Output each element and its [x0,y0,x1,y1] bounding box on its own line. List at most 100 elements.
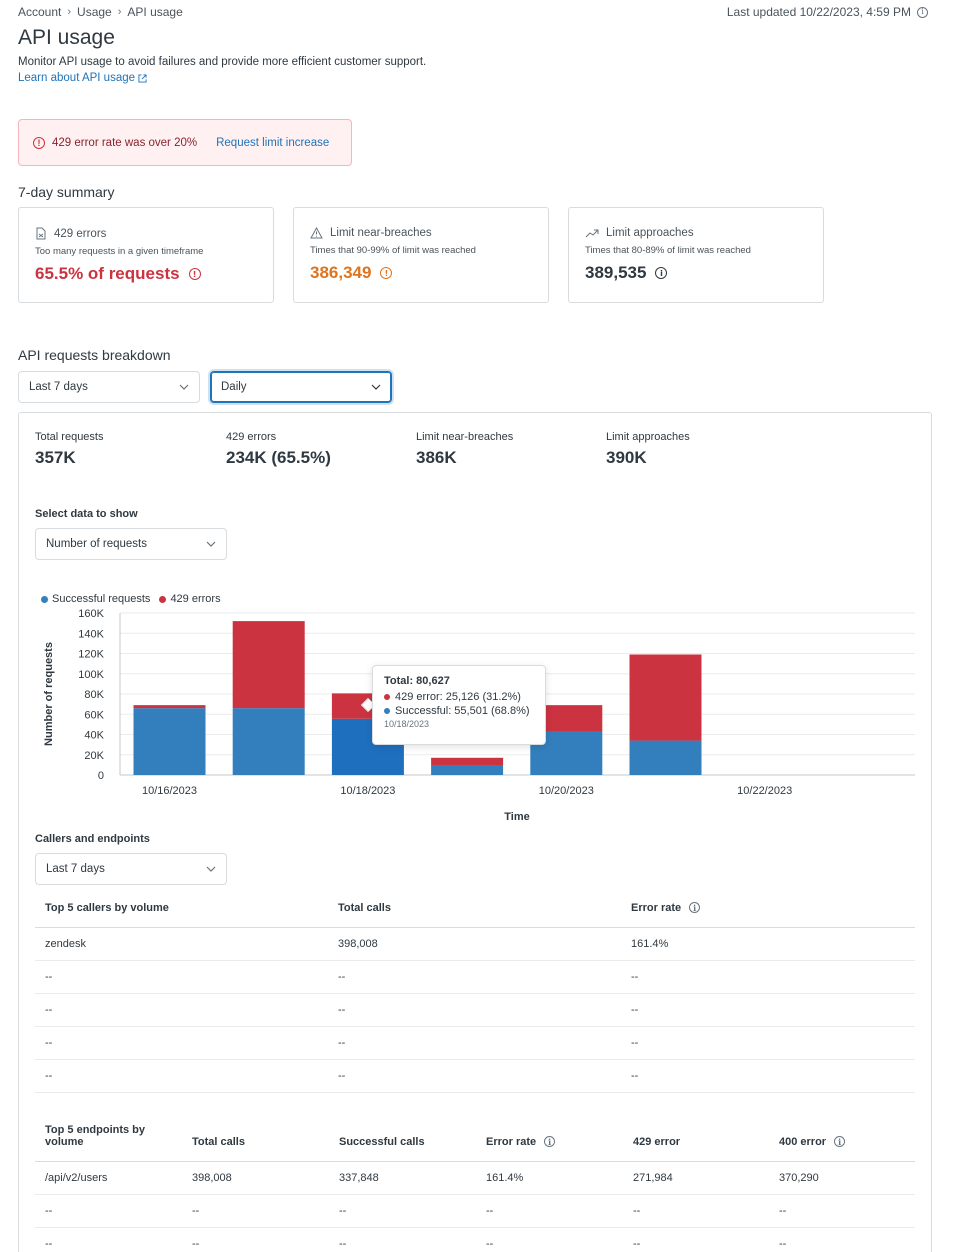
breadcrumb-item-api-usage: API usage [127,5,183,19]
stat-label: Limit approaches [606,431,690,443]
table-cell: 398,008 [328,927,621,961]
warning-triangle-icon [310,227,323,239]
column-header: Top 5 endpoints by volume [35,1111,182,1162]
breakdown-title: API requests breakdown [18,347,171,363]
column-header: Total calls [182,1111,329,1162]
info-icon[interactable]: i [689,902,701,913]
column-header-label: Error rate [486,1135,537,1148]
learn-about-link[interactable]: Learn about API usage [18,72,147,84]
table-cell: /api/v2/users [35,1161,182,1195]
learn-link-label: Learn about API usage [18,72,136,84]
column-header-label: 400 error [779,1135,827,1148]
breakdown-panel [18,412,932,1252]
table-cell: -- [769,1194,915,1228]
interval-value: Daily [221,381,247,393]
card-title: Limit approaches [606,227,694,239]
alert-message: 429 error rate was over 20% [52,136,198,149]
breadcrumb: Account › Usage › API usage [18,5,183,19]
last-updated-text: Last updated 10/22/2023, 4:59 PM [726,5,911,19]
page-title: API usage [18,26,115,49]
column-header: Error rate i [621,890,915,928]
tooltip-swatch-successful [384,708,390,714]
stat-value: 386K [416,448,457,467]
request-limit-increase-link[interactable]: Request limit increase [216,136,330,149]
top-callers-table: Top 5 callers by volume Total calls Erro… [35,890,915,1093]
table-cell: -- [621,960,915,994]
column-header: 400 error i [769,1111,915,1162]
info-icon[interactable]: i [544,1136,556,1147]
summary-card-limit-approaches: Limit approaches Times that 80-89% of li… [568,207,824,303]
chevron-down-icon [206,866,216,872]
table-cell: -- [328,993,621,1027]
table-cell: -- [328,1059,621,1093]
error-rate-alert: ! 429 error rate was over 20% Request li… [18,119,352,166]
table-cell: -- [623,1194,769,1228]
info-icon[interactable]: i [655,267,668,279]
summary-title: 7-day summary [18,184,115,200]
chevron-right-icon: › [117,6,122,18]
date-range-value: Last 7 days [29,381,88,393]
stat-429-errors: 429 errors 234K (65.5%) [226,431,331,468]
tooltip-date: 10/18/2023 [384,719,430,729]
callers-range-value: Last 7 days [46,863,105,875]
table-cell: -- [182,1227,329,1252]
table-cell: 337,848 [329,1161,476,1195]
legend-label-successful[interactable]: Successful requests [52,593,151,605]
alert-icon: ! [33,136,45,149]
table-cell: 398,008 [182,1161,329,1195]
legend-label-429[interactable]: 429 errors [170,593,221,605]
table-cell: -- [35,1026,328,1060]
table-row[interactable]: -- -- -- -- -- -- [35,1227,915,1252]
table-cell: zendesk [35,927,328,961]
table-header-row: Top 5 callers by volume Total calls Erro… [35,890,915,928]
table-cell: -- [328,960,621,994]
table-cell: -- [35,1194,182,1228]
summary-card-near-breaches: Limit near-breaches Times that 90-99% of… [293,207,549,303]
table-cell: -- [329,1194,476,1228]
column-header: Total calls [328,890,621,928]
table-cell: -- [621,993,915,1027]
stat-label: Total requests [35,431,104,443]
table-cell: -- [621,1026,915,1060]
card-title: 429 errors [54,227,107,240]
external-link-icon [138,73,147,83]
trend-up-icon [585,229,599,238]
select-data-label: Select data to show [35,508,138,520]
table-cell: 370,290 [769,1161,915,1195]
breadcrumb-item-account[interactable]: Account [18,5,62,19]
card-value: 389,535 [585,263,647,282]
chevron-right-icon: › [67,6,72,18]
info-icon[interactable]: i [917,6,928,18]
table-row[interactable]: zendesk 398,008 161.4% [35,927,915,961]
table-row[interactable]: -- -- -- [35,1026,915,1060]
chevron-down-icon [206,541,216,547]
info-icon[interactable]: i [834,1136,846,1147]
card-value: 65.5% of requests [35,264,180,283]
date-range-select[interactable]: Last 7 days [18,371,200,403]
chevron-down-icon [179,384,189,390]
stat-label: Limit near-breaches [416,431,514,443]
document-error-icon [36,227,46,240]
legend-swatch-successful [41,595,48,603]
table-row[interactable]: -- -- -- [35,960,915,994]
stat-limit-approaches: Limit approaches 390K [606,431,690,468]
stat-near-breaches: Limit near-breaches 386K [416,431,513,468]
data-type-select[interactable]: Number of requests [35,528,227,560]
tooltip-429-error: 429 error: 25,126 (31.2%) [395,691,521,703]
stat-label: 429 errors [226,431,277,443]
table-row[interactable]: -- -- -- [35,993,915,1027]
alert-icon[interactable]: ! [380,267,393,279]
table-row[interactable]: -- -- -- [35,1059,915,1093]
interval-select[interactable]: Daily [210,371,392,403]
table-cell: -- [623,1227,769,1252]
column-header: 429 error [623,1111,769,1162]
table-cell: -- [35,960,328,994]
card-description: Times that 90-99% of limit was reached [310,245,476,256]
table-row[interactable]: -- -- -- -- -- -- [35,1194,915,1228]
alert-icon[interactable]: ! [188,268,201,280]
chart-legend: Successful requests 429 errors [41,593,221,605]
breadcrumb-item-usage[interactable]: Usage [77,5,112,19]
table-row[interactable]: /api/v2/users 398,008 337,848 161.4% 271,984… [35,1161,915,1195]
data-type-value: Number of requests [46,538,147,550]
callers-range-select[interactable]: Last 7 days [35,853,227,885]
